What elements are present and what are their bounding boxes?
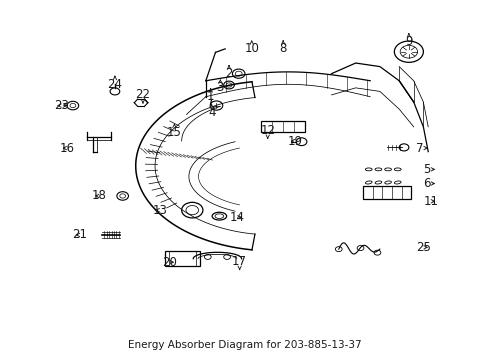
Text: 5: 5 xyxy=(423,163,430,176)
Text: 9: 9 xyxy=(404,35,412,48)
Text: 11: 11 xyxy=(423,195,437,208)
Text: 4: 4 xyxy=(207,106,215,119)
Text: 8: 8 xyxy=(279,42,286,55)
Text: 24: 24 xyxy=(107,78,122,91)
Text: 12: 12 xyxy=(260,124,275,137)
Text: 3: 3 xyxy=(216,81,224,94)
Text: 21: 21 xyxy=(72,229,87,242)
Text: 20: 20 xyxy=(162,256,177,269)
Text: 14: 14 xyxy=(229,211,244,224)
Text: 7: 7 xyxy=(415,141,423,154)
Text: 22: 22 xyxy=(135,89,150,102)
Text: 16: 16 xyxy=(59,141,74,154)
Text: 10: 10 xyxy=(244,42,259,55)
Text: 19: 19 xyxy=(287,135,302,148)
Text: 6: 6 xyxy=(423,177,430,190)
Text: 17: 17 xyxy=(232,255,246,268)
Text: 25: 25 xyxy=(415,241,430,254)
Text: 23: 23 xyxy=(54,99,69,112)
Bar xyxy=(261,121,305,132)
Text: 15: 15 xyxy=(166,126,182,139)
Text: 18: 18 xyxy=(92,189,106,202)
Text: 2: 2 xyxy=(225,67,232,80)
Bar xyxy=(362,186,410,199)
Text: 1: 1 xyxy=(206,90,214,103)
Bar xyxy=(164,251,199,266)
Text: 13: 13 xyxy=(152,204,167,217)
Text: Energy Absorber Diagram for 203-885-13-37: Energy Absorber Diagram for 203-885-13-3… xyxy=(127,340,361,350)
